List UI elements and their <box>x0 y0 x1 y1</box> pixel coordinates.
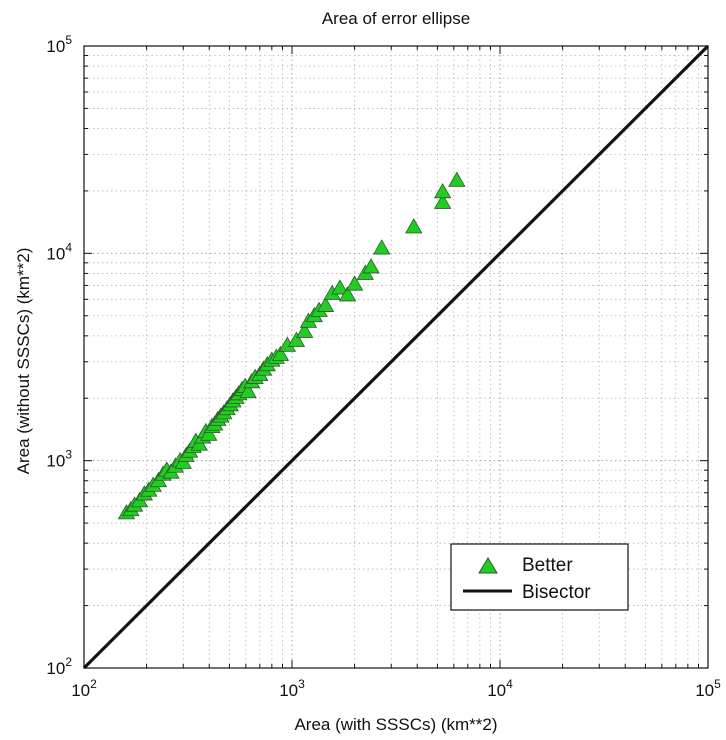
y-tick-label: 102 <box>46 655 72 678</box>
data-point <box>405 218 423 234</box>
axes <box>83 45 709 669</box>
x-tick-label: 104 <box>487 677 513 700</box>
data-point <box>362 258 380 274</box>
data-point <box>373 239 391 255</box>
bisector-layer <box>82 44 710 670</box>
data-point <box>338 286 357 302</box>
tick-labels: 102 103 104 105 102 103 104 105 <box>46 33 721 700</box>
data-point <box>287 331 306 347</box>
y-tick-label: 103 <box>46 448 72 471</box>
legend-box <box>450 543 629 611</box>
data-point <box>316 296 335 312</box>
data-points <box>117 171 466 520</box>
x-axis-title: Area (with SSSCs) (km**2) <box>294 715 497 734</box>
data-point <box>448 171 466 187</box>
bisector-line <box>82 44 710 670</box>
data-point <box>271 345 290 361</box>
y-tick-label: 105 <box>46 33 72 56</box>
data-point <box>433 183 452 199</box>
plot-frame <box>83 45 709 669</box>
x-tick-label: 105 <box>695 677 721 700</box>
data-point <box>331 279 349 295</box>
data-point <box>433 193 452 209</box>
data-point <box>345 275 364 291</box>
chart-title: Area of error ellipse <box>322 9 470 28</box>
legend: Better Bisector <box>450 543 629 611</box>
legend-label-bisector: Bisector <box>522 582 591 603</box>
x-tick-label: 102 <box>71 677 97 700</box>
y-tick-label: 104 <box>46 240 72 263</box>
legend-triangle-marker <box>478 557 498 574</box>
legend-label-better: Better <box>522 555 573 576</box>
y-axis-title: Area (without SSSCs) (km**2) <box>14 248 33 475</box>
data-point <box>200 425 218 441</box>
data-point <box>239 382 257 399</box>
x-tick-label: 103 <box>279 677 305 700</box>
data-point <box>295 322 314 338</box>
